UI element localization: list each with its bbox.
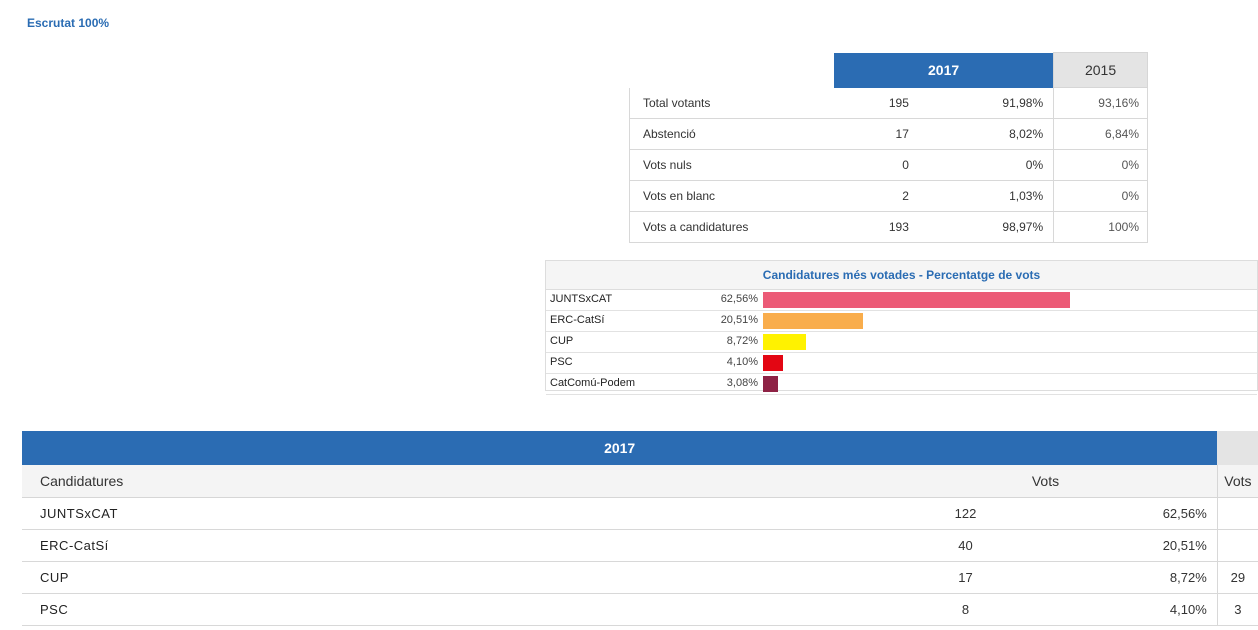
- candidature-name: ERC-CatSí: [22, 529, 875, 562]
- participation-prev-pct: 100%: [1053, 211, 1148, 243]
- candidature-votes: 122: [874, 497, 1057, 530]
- results-row: CUP 17 8,72% 29: [22, 561, 1258, 594]
- candidature-votes: 8: [874, 593, 1057, 626]
- candidature-votes-prev: [1216, 497, 1258, 530]
- candidature-name: PSC: [22, 593, 875, 626]
- escrutat-label: Escrutat 100%: [27, 16, 110, 30]
- results-row: PSC 8 4,10% 3: [22, 593, 1258, 626]
- chart-row: CatComú-Podem 3,08%: [546, 374, 1257, 395]
- participation-count: 195: [834, 87, 924, 119]
- top-candidatures-chart: Candidatures més votades - Percentatge d…: [545, 260, 1258, 395]
- candidature-pct: 4,10%: [1056, 593, 1218, 626]
- participation-row: Total votants 195 91,98% 93,16%: [629, 87, 1148, 119]
- participation-row: Vots en blanc 2 1,03% 0%: [629, 180, 1148, 212]
- participation-label: Vots a candidatures: [629, 211, 835, 243]
- results-row: JUNTSxCAT 122 62,56%: [22, 497, 1258, 530]
- participation-prev-pct: 0%: [1053, 149, 1148, 181]
- participation-count: 2: [834, 180, 924, 212]
- participation-prev-pct: 0%: [1053, 180, 1148, 212]
- participation-year-current: 2017: [834, 52, 1054, 88]
- participation-pct: 8,02%: [923, 118, 1054, 150]
- participation-year-prev: 2015: [1053, 52, 1148, 88]
- participation-count: 17: [834, 118, 924, 150]
- chart-category-label: ERC-CatSí: [550, 314, 605, 326]
- chart-bar: [763, 292, 1070, 308]
- chart-value-label: 4,10%: [726, 356, 758, 368]
- participation-header-blank: [629, 52, 835, 88]
- candidature-pct: 8,72%: [1056, 561, 1218, 594]
- chart-value-label: 20,51%: [720, 314, 758, 326]
- chart-category-label: CUP: [550, 335, 574, 347]
- chart-bar: [763, 355, 784, 371]
- candidature-name: JUNTSxCAT: [22, 497, 875, 530]
- chart-row: CUP 8,72%: [546, 332, 1257, 353]
- participation-label: Vots nuls: [629, 149, 835, 181]
- col-vots: Vots: [874, 465, 1218, 498]
- chart-category-label: JUNTSxCAT: [550, 293, 613, 305]
- truncated-header: [0, 0, 300, 6]
- results-row: ERC-CatSí 40 20,51%: [22, 529, 1258, 562]
- participation-label: Total votants: [629, 87, 835, 119]
- chart-value-label: 8,72%: [726, 335, 758, 347]
- chart-row: JUNTSxCAT 62,56%: [546, 290, 1257, 311]
- participation-row: Vots nuls 0 0% 0%: [629, 149, 1148, 181]
- candidature-pct: 20,51%: [1056, 529, 1218, 562]
- chart-value-label: 3,08%: [726, 377, 758, 389]
- participation-pct: 91,98%: [923, 87, 1054, 119]
- results-year-current: 2017: [22, 431, 1218, 465]
- participation-prev-pct: 93,16%: [1053, 87, 1148, 119]
- chart-row: ERC-CatSí 20,51%: [546, 311, 1257, 332]
- results-year-prev-header: [1217, 431, 1258, 465]
- col-candidatures: Candidatures: [22, 465, 875, 498]
- candidature-name: CUP: [22, 561, 875, 594]
- participation-prev-pct: 6,84%: [1053, 118, 1148, 150]
- chart-category-label: PSC: [550, 356, 573, 368]
- participation-label: Vots en blanc: [629, 180, 835, 212]
- col-vots-prev: Vots: [1216, 465, 1258, 498]
- candidature-votes: 40: [874, 529, 1057, 562]
- participation-table: 2017 2015 Total votants 195 91,98% 93,16% Ab…: [629, 52, 1148, 243]
- participation-pct: 98,97%: [923, 211, 1054, 243]
- chart-bar: [763, 376, 779, 392]
- chart-bar: [763, 313, 864, 329]
- candidature-votes: 17: [874, 561, 1057, 594]
- results-table: 2017 Candidatures Vots Vots JUNTSxCAT 122…: [22, 431, 1258, 626]
- participation-count: 193: [834, 211, 924, 243]
- chart-value-label: 62,56%: [720, 293, 758, 305]
- participation-row: Vots a candidatures 193 98,97% 100%: [629, 211, 1148, 243]
- chart-category-label: CatComú-Podem: [550, 377, 635, 389]
- chart-bar: [763, 334, 806, 350]
- candidature-votes-prev: [1216, 529, 1258, 562]
- candidature-votes-prev: 3: [1216, 593, 1258, 626]
- candidature-pct: 62,56%: [1056, 497, 1218, 530]
- chart-row: PSC 4,10%: [546, 353, 1257, 374]
- chart-title: Candidatures més votades - Percentatge d…: [546, 261, 1257, 290]
- participation-pct: 1,03%: [923, 180, 1054, 212]
- participation-row: Abstenció 17 8,02% 6,84%: [629, 118, 1148, 150]
- candidature-votes-prev: 29: [1216, 561, 1258, 594]
- participation-label: Abstenció: [629, 118, 835, 150]
- participation-pct: 0%: [923, 149, 1054, 181]
- participation-count: 0: [834, 149, 924, 181]
